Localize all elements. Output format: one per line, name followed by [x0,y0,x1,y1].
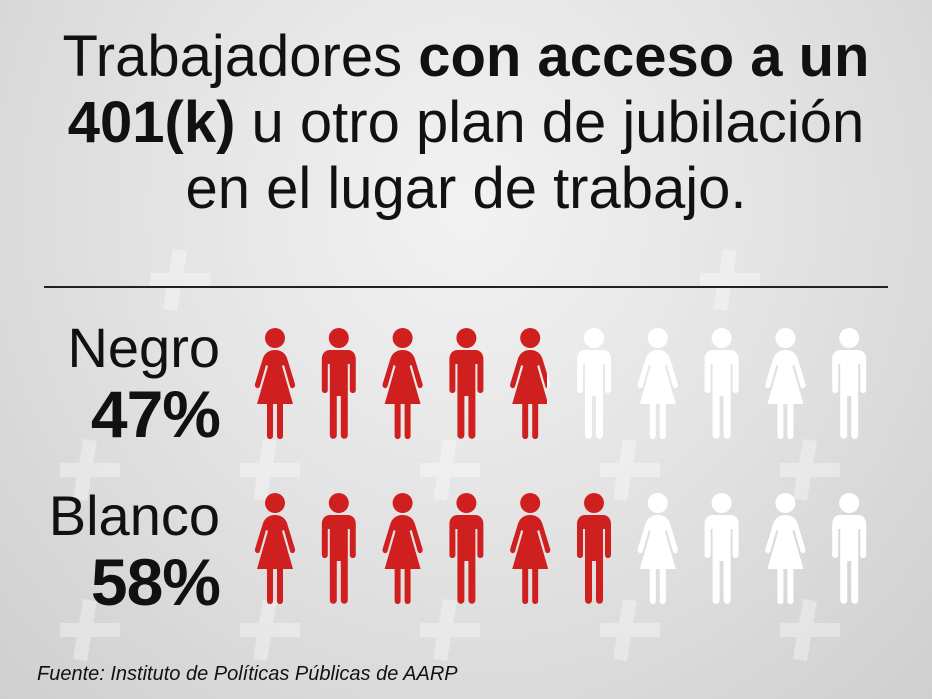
filled-portion-2-4 [449,493,484,604]
filled-portion-2-2 [321,493,356,604]
filled-portion-2-5 [510,493,551,604]
filled-portion-1-2 [321,328,356,439]
category-label: Negro [67,316,220,379]
filled-portion-2-6 [577,493,611,604]
woman-icon-1-7 [637,328,678,439]
row-label-negro: Negro 47% [67,316,221,451]
man-icon-1-8 [704,328,739,439]
title-bold-1: con acceso a un [418,24,870,89]
woman-icon-2-7 [637,493,678,604]
filled-portion-1-3 [382,328,423,439]
filled-portion-1-1 [254,328,296,439]
man-icon-2-10 [832,493,867,604]
woman-icon-1-9 [765,328,806,439]
man-icon-2-8 [704,493,739,604]
value-label: 58% [90,545,221,619]
value-label: 47% [90,377,221,451]
chart-title: Trabajadores con acceso a un 401(k) u ot… [0,24,932,222]
title-text-2: u otro plan de jubilación [235,90,865,155]
title-text-1: Trabajadores [62,24,419,89]
title-text-3: en el lugar de trabajo. [185,156,747,221]
row-label-blanco: Blanco 58% [48,484,221,619]
man-icon-1-10 [832,328,867,439]
filled-portion-1-4 [449,328,484,439]
title-divider [44,286,888,288]
filled-portion-1-5 [510,328,547,439]
category-label: Blanco [48,484,220,547]
filled-portion-2-1 [254,493,296,604]
woman-icon-2-9 [765,493,806,604]
filled-portion-2-3 [382,493,423,604]
source-note: Fuente: Instituto de Políticas Públicas … [37,663,458,685]
title-bold-2: 401(k) [67,90,236,155]
man-icon-1-6 [577,328,611,439]
